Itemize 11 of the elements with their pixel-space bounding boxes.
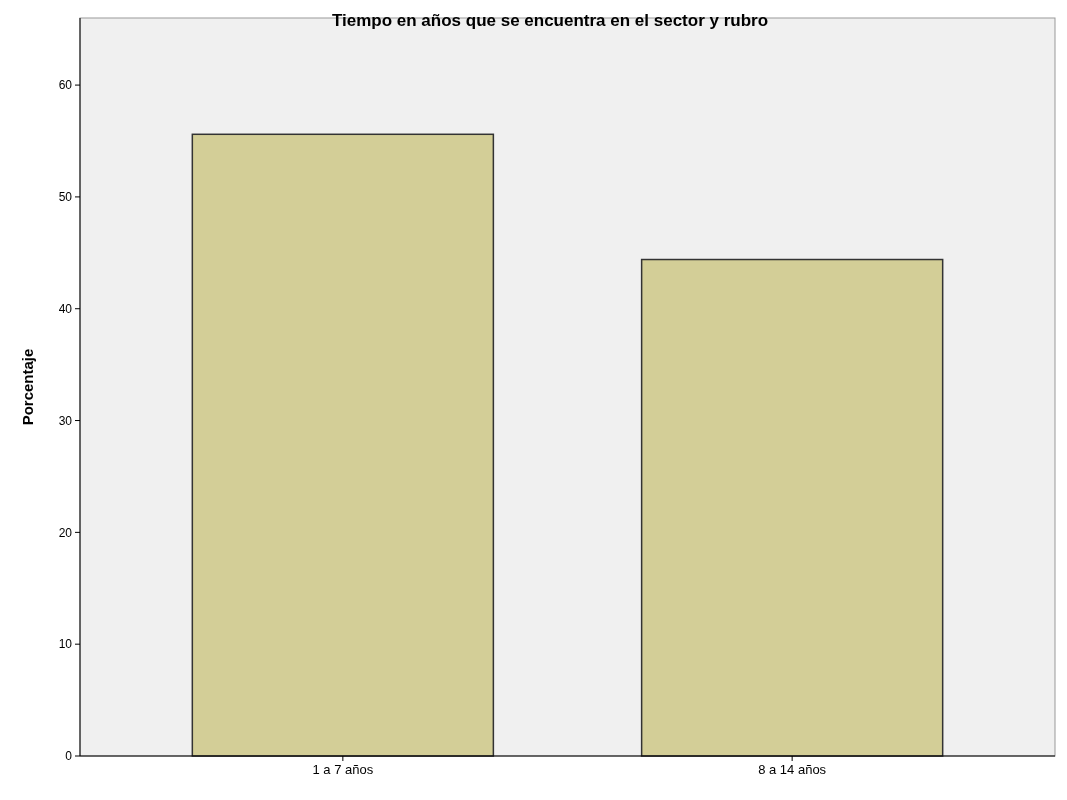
- chart-title: Tiempo en años que se encuentra en el sector y rubro: [331, 11, 769, 31]
- y-tick-label: 40: [58, 301, 73, 316]
- x-tick-label: 1 a 7 años: [312, 762, 374, 777]
- y-tick-label: 10: [58, 637, 73, 652]
- y-tick-label: 50: [58, 190, 73, 205]
- y-axis-title: Porcentaje: [19, 348, 37, 426]
- x-tick-label: 8 a 14 años: [758, 762, 827, 777]
- y-tick-label: 0: [65, 749, 73, 764]
- y-tick-label: 30: [58, 413, 73, 428]
- y-tick-label: 20: [58, 525, 73, 540]
- y-tick-label: 60: [58, 78, 73, 93]
